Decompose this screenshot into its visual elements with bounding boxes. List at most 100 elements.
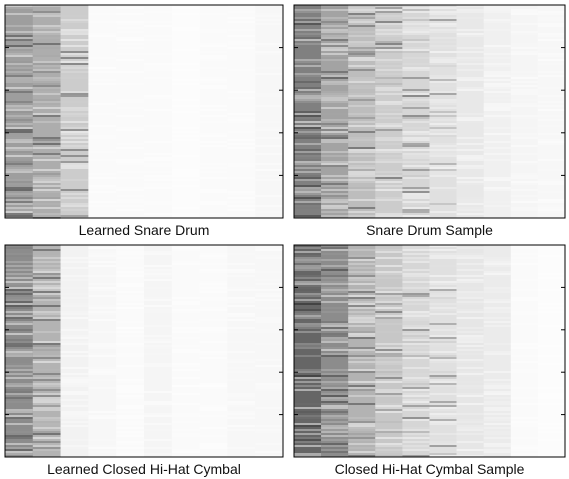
texture (457, 373, 484, 375)
texture (375, 317, 402, 319)
texture (430, 75, 457, 77)
texture (511, 361, 538, 363)
texture (227, 253, 255, 255)
texture (402, 95, 429, 97)
texture (144, 287, 172, 289)
texture (116, 451, 144, 453)
texture (348, 297, 375, 299)
texture (88, 289, 116, 291)
texture (88, 191, 116, 193)
texture (255, 439, 283, 441)
texture (33, 185, 61, 187)
texture (200, 189, 228, 191)
texture (5, 451, 33, 453)
texture (116, 453, 144, 455)
texture (88, 57, 116, 59)
texture (348, 389, 375, 391)
texture (61, 413, 89, 415)
texture (348, 189, 375, 191)
texture (116, 55, 144, 57)
texture (294, 377, 321, 379)
texture (348, 199, 375, 201)
texture (375, 101, 402, 103)
texture (61, 113, 89, 115)
texture (5, 311, 33, 313)
texture (348, 117, 375, 119)
texture (538, 121, 565, 123)
texture (348, 331, 375, 333)
texture (430, 309, 457, 311)
texture (375, 389, 402, 391)
texture (5, 303, 33, 305)
texture (511, 289, 538, 291)
texture (511, 447, 538, 449)
texture (144, 175, 172, 177)
texture (321, 325, 348, 327)
texture (402, 341, 429, 343)
texture (88, 443, 116, 445)
texture (511, 127, 538, 129)
texture (348, 93, 375, 95)
texture (88, 125, 116, 127)
texture (430, 401, 457, 403)
texture (402, 203, 429, 205)
texture (402, 429, 429, 431)
texture (61, 197, 89, 199)
texture (484, 417, 511, 419)
texture (402, 29, 429, 31)
texture (538, 355, 565, 357)
texture (5, 321, 33, 323)
texture (116, 395, 144, 397)
texture (402, 189, 429, 191)
texture (348, 259, 375, 261)
texture (172, 181, 200, 183)
texture (255, 17, 283, 19)
texture (227, 73, 255, 75)
texture (61, 215, 89, 217)
texture (375, 381, 402, 383)
texture (255, 121, 283, 123)
texture (116, 415, 144, 417)
texture (375, 87, 402, 89)
texture (33, 61, 61, 63)
texture (116, 31, 144, 33)
texture (348, 433, 375, 435)
texture (457, 403, 484, 405)
texture (457, 263, 484, 265)
texture (5, 265, 33, 267)
texture (33, 423, 61, 425)
texture (430, 379, 457, 381)
texture (321, 253, 348, 255)
texture (402, 169, 429, 171)
texture (33, 153, 61, 155)
texture (33, 79, 61, 81)
texture (5, 385, 33, 387)
texture (484, 21, 511, 23)
texture (430, 289, 457, 291)
texture (457, 421, 484, 423)
texture (116, 283, 144, 285)
texture (294, 187, 321, 189)
texture (457, 117, 484, 119)
texture (5, 415, 33, 417)
texture (457, 113, 484, 115)
texture (144, 439, 172, 441)
texture (227, 83, 255, 85)
texture (294, 197, 321, 199)
texture (144, 383, 172, 385)
texture (538, 341, 565, 343)
texture (200, 51, 228, 53)
texture (61, 57, 89, 59)
texture (430, 93, 457, 95)
texture (348, 19, 375, 21)
texture (227, 143, 255, 145)
texture (200, 49, 228, 51)
texture (484, 159, 511, 161)
texture (294, 101, 321, 103)
texture (33, 407, 61, 409)
texture (321, 113, 348, 115)
texture (430, 47, 457, 49)
texture (5, 269, 33, 271)
texture (200, 283, 228, 285)
texture (61, 275, 89, 277)
